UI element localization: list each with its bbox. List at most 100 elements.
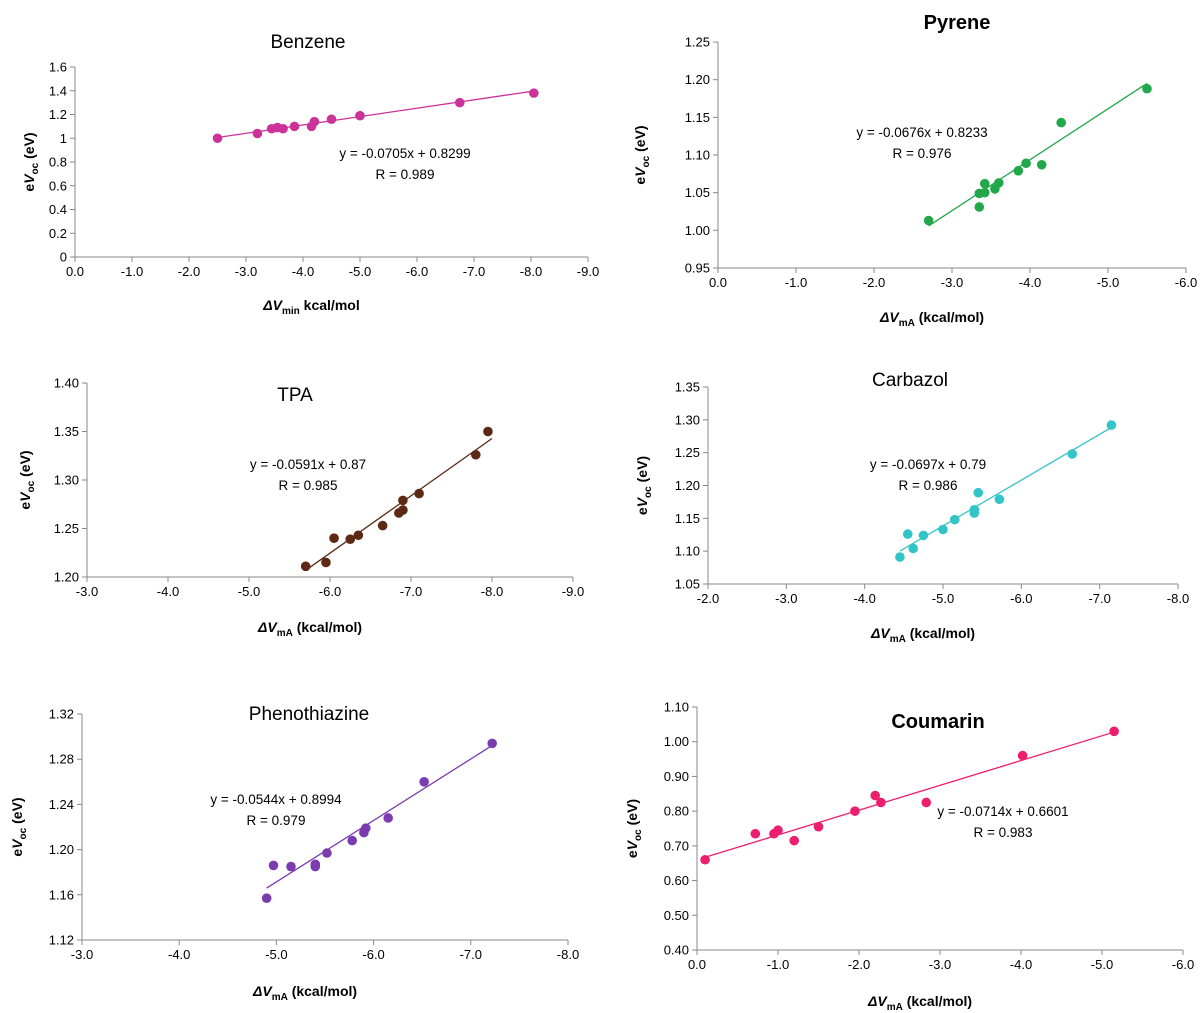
y-tick-label: 1 <box>60 131 67 146</box>
y-tick-label: 1.32 <box>49 707 74 722</box>
data-point <box>252 128 263 139</box>
y-tick-label: 1.35 <box>54 424 79 439</box>
data-point <box>353 530 364 541</box>
trendline-equation: y = -0.0697x + 0.79 <box>870 457 986 472</box>
data-point <box>850 806 860 816</box>
x-axis-label: ΔVmin kcal/mol <box>262 297 359 317</box>
trendline <box>266 744 493 889</box>
y-tick-label: 1.16 <box>49 887 74 902</box>
data-point <box>949 514 960 525</box>
x-tick-label: -6.0 <box>1172 957 1194 972</box>
correlation-label: R = 0.985 <box>279 478 338 493</box>
x-tick-label: -3.0 <box>71 947 93 962</box>
data-point <box>1106 420 1117 430</box>
y-tick-label: 1.20 <box>685 72 710 87</box>
data-point <box>212 133 223 144</box>
data-point <box>974 202 985 212</box>
data-point <box>398 495 408 506</box>
data-point <box>1017 750 1028 761</box>
data-point <box>286 861 296 872</box>
y-tick-label: 1.35 <box>675 380 700 395</box>
x-axis-label: ΔVmA (kcal/mol) <box>252 983 357 1003</box>
x-tick-label: -6.0 <box>1010 591 1032 606</box>
y-axis-label: eVoc (eV) <box>632 125 652 184</box>
y-tick-label: 1.05 <box>685 185 710 200</box>
x-axis-label: ΔVmA (kcal/mol) <box>867 993 972 1013</box>
chart-panel-tpa: 1.20 1.25 1.30 1.35 1.40 -3.0 -4.0 -5.0 -6.0 -7.0… <box>17 376 584 640</box>
y-tick-label: 1.20 <box>49 842 74 857</box>
data-point <box>268 860 279 871</box>
correlation-label: R = 0.989 <box>376 167 435 182</box>
data-point <box>938 524 948 535</box>
data-point <box>1056 117 1066 128</box>
data-point <box>261 893 272 903</box>
x-tick-label: -8.0 <box>1167 591 1189 606</box>
data-point <box>1067 449 1078 459</box>
y-tick-label: 1.00 <box>664 734 689 749</box>
y-tick-label: 1.12 <box>49 933 74 948</box>
data-point <box>289 121 300 132</box>
y-tick-label: 0.70 <box>664 838 689 853</box>
x-tick-label: -5.0 <box>238 584 260 599</box>
trendline <box>928 82 1148 227</box>
trendline-equation: y = -0.0705x + 0.8299 <box>339 146 470 161</box>
x-tick-label: 0.0 <box>709 275 727 290</box>
data-point <box>973 487 984 498</box>
correlation-label: R = 0.979 <box>247 813 306 828</box>
x-tick-label: -5.0 <box>349 264 371 279</box>
y-tick-label: 0.95 <box>685 261 710 276</box>
data-point <box>700 854 710 865</box>
x-tick-label: -3.0 <box>929 957 951 972</box>
y-tick-label: 0.4 <box>49 202 67 217</box>
data-point <box>398 505 408 515</box>
data-point <box>994 494 1005 505</box>
data-point <box>979 178 990 189</box>
data-point <box>326 114 337 125</box>
x-tick-label: -8.0 <box>481 584 503 599</box>
x-axis-label: ΔVmA (kcal/mol) <box>879 309 984 329</box>
data-point <box>876 797 886 808</box>
x-tick-label: -2.0 <box>178 264 200 279</box>
x-tick-label: 0.0 <box>66 264 84 279</box>
x-tick-label: -7.0 <box>463 264 485 279</box>
x-tick-label: -9.0 <box>577 264 599 279</box>
data-point <box>979 187 990 198</box>
y-tick-label: 1.2 <box>49 107 67 122</box>
x-tick-label: -4.0 <box>1010 957 1032 972</box>
y-tick-label: 1.24 <box>49 797 74 812</box>
data-point <box>750 828 761 839</box>
data-point <box>921 797 932 808</box>
data-point <box>1109 726 1119 737</box>
data-point <box>969 504 980 515</box>
x-tick-label: -6.0 <box>362 947 384 962</box>
data-point <box>322 848 332 858</box>
chart-panel-coumarin: 0.40 0.50 0.60 0.70 0.80 0.90 1.00 1.10 0.0 -1.0 -… <box>624 700 1194 1013</box>
y-tick-label: 1.20 <box>54 570 79 585</box>
trendline-equation: y = -0.0591x + 0.87 <box>250 457 366 472</box>
x-tick-label: -5.0 <box>265 947 287 962</box>
x-tick-label: -7.0 <box>460 947 482 962</box>
y-axis-label: eVoc (eV) <box>634 456 654 515</box>
correlation-label: R = 0.986 <box>899 478 958 493</box>
data-point <box>1142 83 1152 94</box>
data-point <box>471 449 481 460</box>
data-point <box>789 835 799 846</box>
y-tick-label: 1.10 <box>685 148 710 163</box>
data-point <box>895 552 905 562</box>
data-point <box>383 813 393 823</box>
x-tick-label: -1.0 <box>767 957 789 972</box>
data-point <box>1013 166 1024 176</box>
y-tick-label: 1.6 <box>49 60 67 75</box>
y-tick-label: 1.05 <box>675 577 700 592</box>
y-tick-label: 1.15 <box>685 110 710 125</box>
data-point <box>1021 158 1031 169</box>
x-tick-label: -6.0 <box>1175 275 1197 290</box>
y-tick-label: 0.60 <box>664 873 689 888</box>
x-tick-label: -5.0 <box>1091 957 1113 972</box>
y-tick-label: 0.50 <box>664 908 689 923</box>
x-tick-label: -6.0 <box>406 264 428 279</box>
y-tick-label: 1.4 <box>49 83 67 98</box>
data-point <box>345 534 356 544</box>
data-point <box>329 533 339 543</box>
y-axis-label: eVoc (eV) <box>17 450 37 509</box>
